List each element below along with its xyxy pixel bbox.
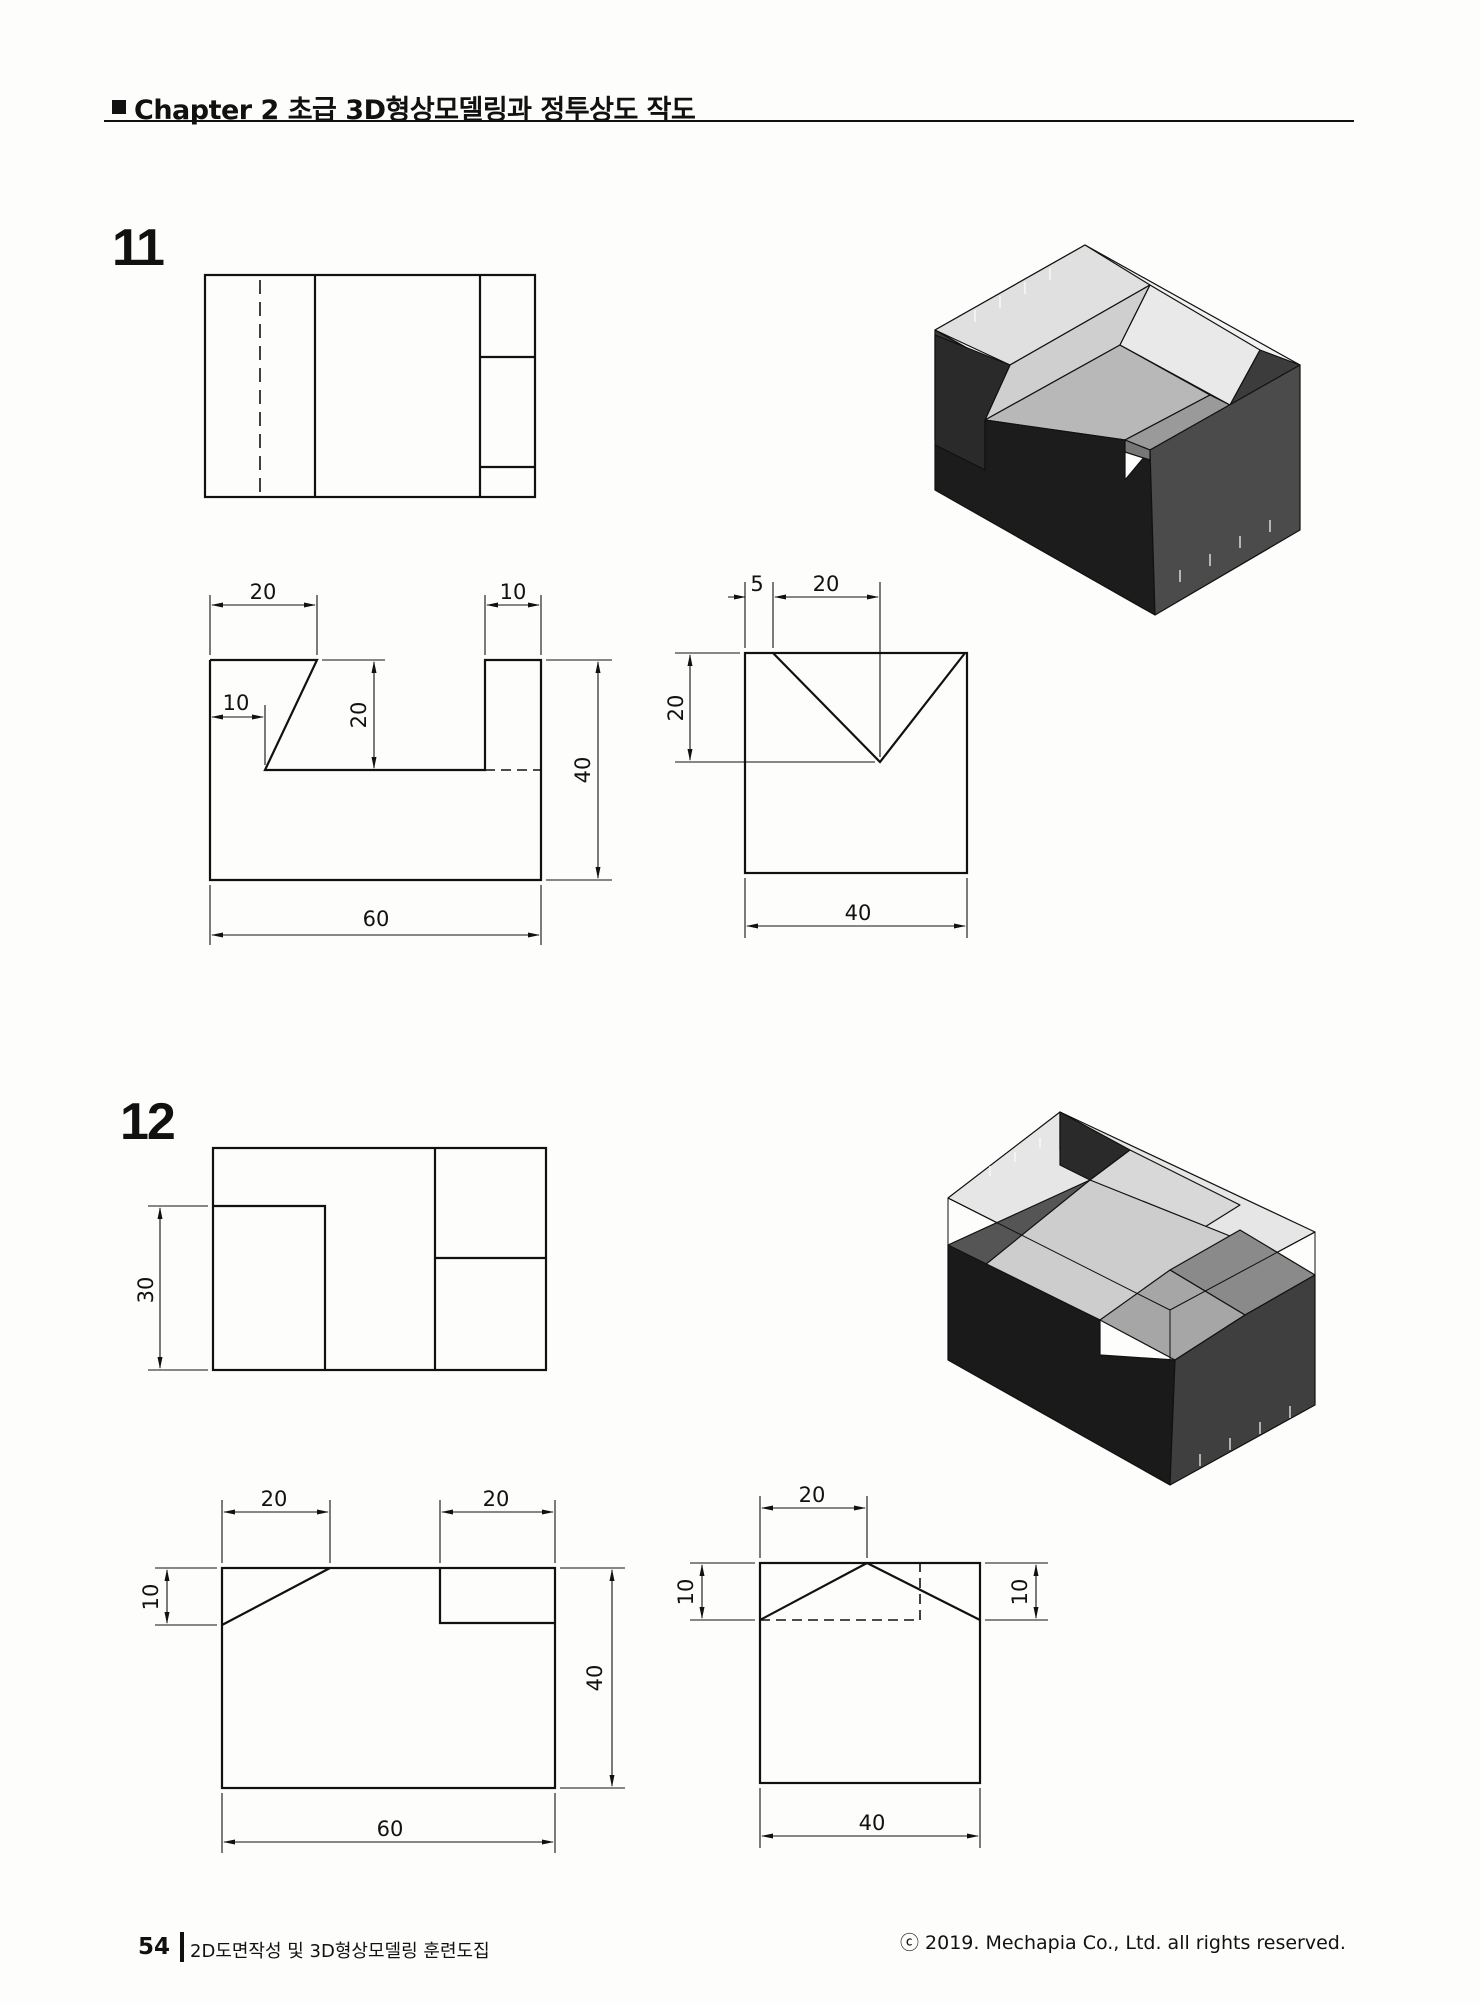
page-number: 54	[138, 1934, 171, 1960]
copyright-notice: ⓒ 2019. Mechapia Co., Ltd. all rights re…	[900, 1932, 1346, 1954]
p11-isometric-view	[934, 244, 1301, 616]
problem-number-11: 11	[112, 219, 165, 277]
book-title: 2D도면작성 및 3D형상모델링 훈련도집	[190, 1941, 490, 1962]
p11-dim-height: 40	[571, 757, 595, 784]
p12-top-view	[211, 1146, 548, 1372]
p11-dim-slot-depth: 20	[347, 702, 371, 729]
p12-dim-top-right: 20	[483, 1487, 510, 1511]
p11-side-dim-v-depth: 20	[664, 695, 688, 722]
p11-side-dim-offset: 5	[750, 572, 763, 596]
footer-divider	[180, 1932, 184, 1962]
p11-side-dim-top-width: 20	[813, 572, 840, 596]
problem-number-12: 12	[120, 1093, 176, 1151]
p12-side-dim-left-height: 10	[674, 1579, 698, 1606]
p12-front-dimensions	[155, 1500, 625, 1853]
p12-top-dimensions	[148, 1205, 208, 1371]
p12-side-view	[758, 1561, 982, 1785]
p12-side-dim-right-height: 10	[1008, 1579, 1032, 1606]
chapter-header: Chapter 2 초급 3D형상모델링과 정투상도 작도	[104, 84, 1354, 126]
p11-side-dim-width: 40	[845, 901, 872, 925]
p12-side-dim-width: 40	[859, 1811, 886, 1835]
p12-dim-height: 40	[583, 1665, 607, 1692]
p11-top-view	[203, 273, 537, 499]
p12-dim-top-left: 20	[261, 1487, 288, 1511]
p11-side-view	[743, 651, 969, 875]
p11-dim-inner-width: 10	[223, 691, 250, 715]
p12-side-dim-top-width: 20	[799, 1483, 826, 1507]
p12-dim-width: 60	[377, 1817, 404, 1841]
p11-dim-top-left: 20	[250, 580, 277, 604]
p12-front-view	[220, 1566, 557, 1790]
p11-side-dimensions	[675, 582, 968, 938]
square-bullet-icon	[112, 100, 126, 114]
p11-front-view	[208, 658, 543, 882]
p12-dim-left-depth: 30	[134, 1277, 158, 1304]
p12-dim-left-height: 10	[139, 1584, 163, 1611]
p11-dim-width: 60	[363, 907, 390, 931]
p12-isometric-view	[947, 1111, 1316, 1486]
p12-side-dimensions	[690, 1496, 1048, 1848]
p11-dim-top-right: 10	[500, 580, 527, 604]
p11-front-dimensions	[209, 595, 612, 945]
chapter-title: Chapter 2 초급 3D형상모델링과 정투상도 작도	[134, 95, 696, 126]
